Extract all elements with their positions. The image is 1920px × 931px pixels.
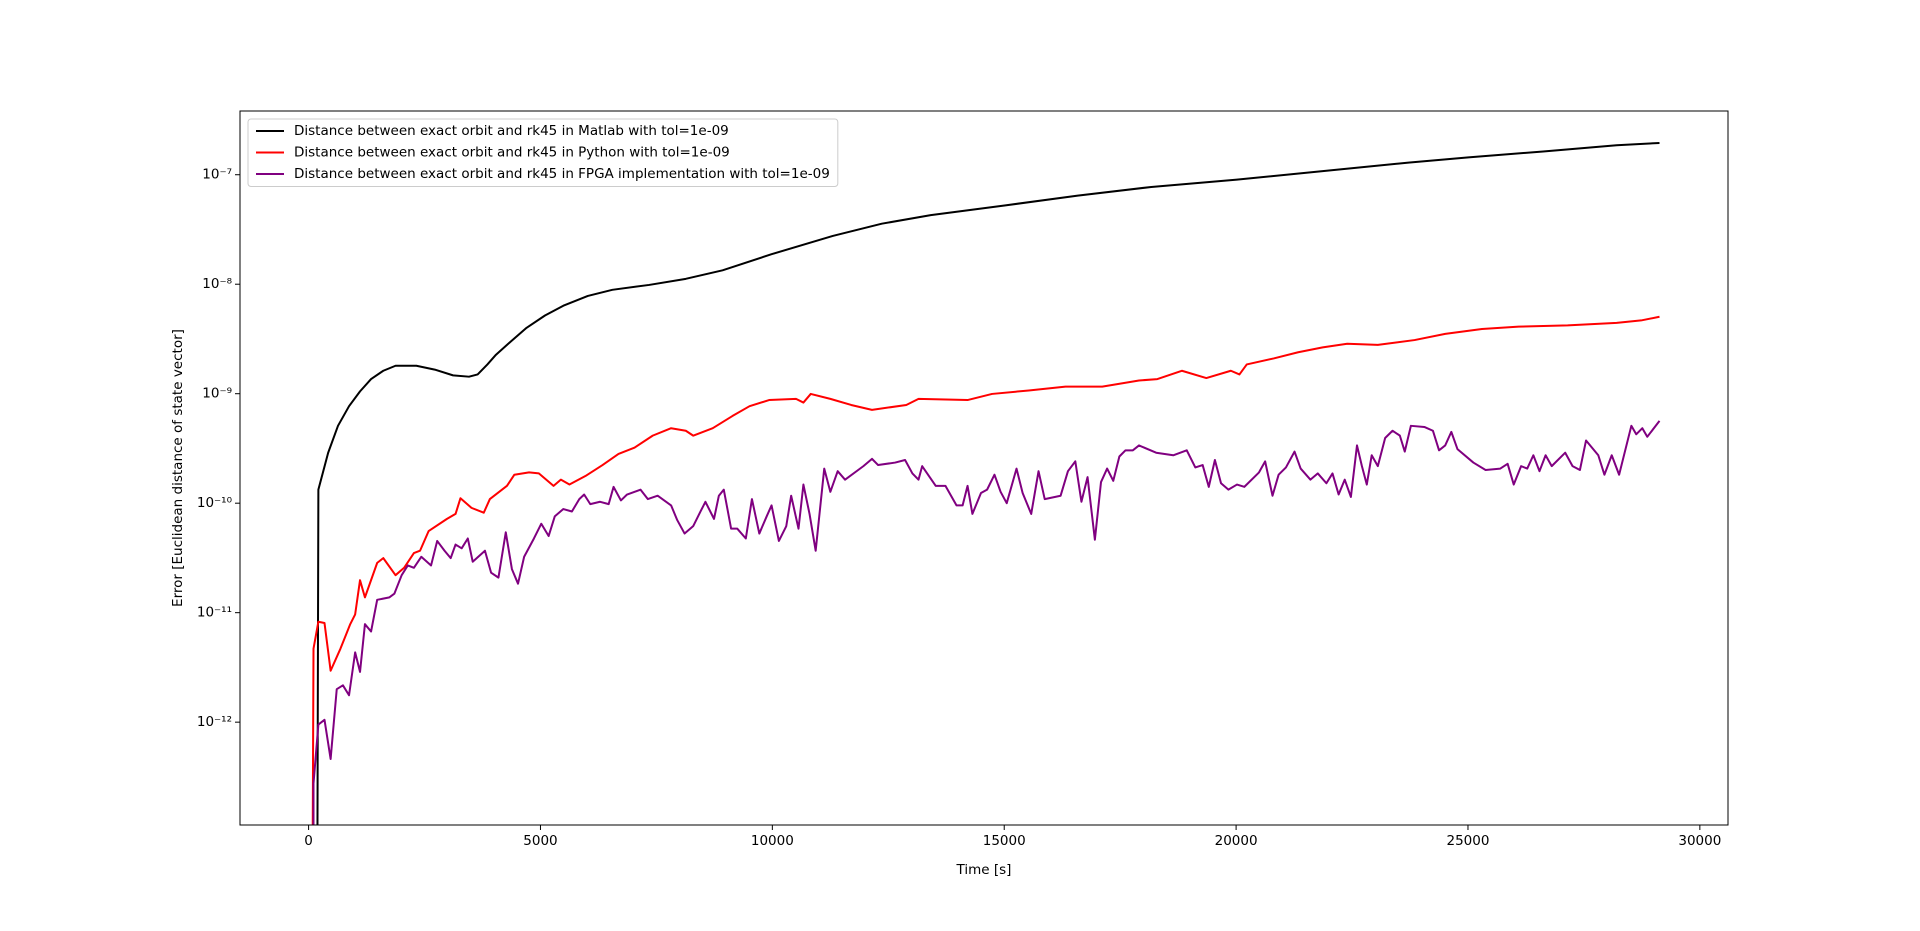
x-tick-label: 30000: [1678, 833, 1721, 849]
plot-frame: [239, 110, 1729, 826]
y-tick-label: 10⁻⁸: [202, 276, 232, 292]
y-tick-label: 10⁻¹¹: [197, 605, 232, 621]
data-line: [311, 315, 1660, 825]
y-tick-label: 10⁻⁹: [202, 386, 232, 402]
x-tick-label: 15000: [983, 833, 1026, 849]
y-tick-label: 10⁻¹²: [197, 714, 232, 730]
y-tick-label: 10⁻⁷: [202, 167, 232, 183]
data-line: [312, 420, 1661, 825]
x-tick-label: 25000: [1446, 833, 1489, 849]
x-tick-label: 5000: [523, 833, 557, 849]
legend-label: Distance between exact orbit and rk45 in…: [294, 166, 830, 182]
legend-label: Distance between exact orbit and rk45 in…: [294, 123, 729, 139]
x-tick-label: 0: [304, 833, 313, 849]
y-axis-label: Error [Euclidean distance of state vecto…: [170, 329, 186, 607]
legend-label: Distance between exact orbit and rk45 in…: [294, 145, 730, 161]
x-tick-label: 20000: [1215, 833, 1258, 849]
x-tick-label: 10000: [751, 833, 794, 849]
legend: Distance between exact orbit and rk45 in…: [247, 118, 839, 187]
x-axis-label: Time [s]: [956, 862, 1012, 878]
data-line: [316, 141, 1660, 825]
y-tick-label: 10⁻¹⁰: [197, 495, 232, 511]
legend-box: [247, 118, 839, 187]
